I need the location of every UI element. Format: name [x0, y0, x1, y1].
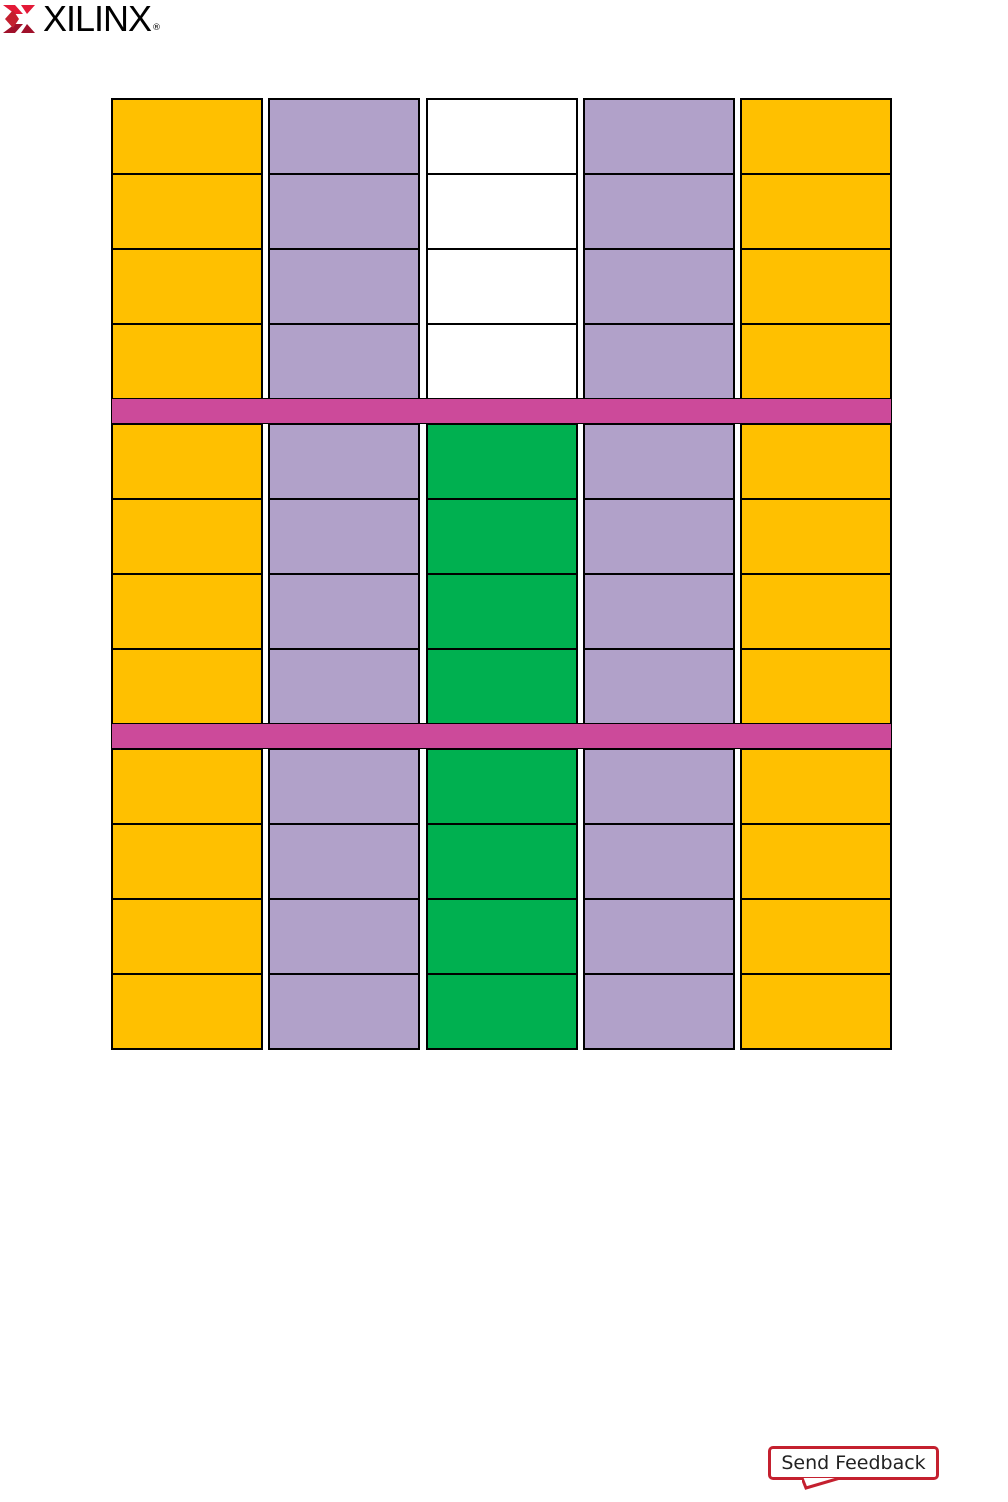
diagram-cell	[740, 498, 892, 575]
diagram-cell	[111, 898, 263, 975]
diagram-cell	[268, 173, 420, 250]
diagram-cell	[268, 498, 420, 575]
diagram-cell	[268, 423, 420, 500]
diagram-cell	[111, 498, 263, 575]
diagram-cell	[583, 648, 735, 725]
diagram-cell	[426, 748, 578, 825]
diagram-cell	[740, 648, 892, 725]
diagram-cell	[268, 648, 420, 725]
diagram-cell	[740, 323, 892, 400]
diagram-cell	[740, 748, 892, 825]
diagram-cell	[426, 573, 578, 650]
diagram-cell	[740, 423, 892, 500]
diagram-cell	[268, 248, 420, 325]
diagram-cell	[268, 748, 420, 825]
separator-bar	[111, 398, 892, 424]
diagram-cell	[583, 323, 735, 400]
diagram-cell	[583, 423, 735, 500]
xilinx-logo-text: XILINX	[43, 0, 152, 39]
diagram-cell	[111, 973, 263, 1050]
diagram-cell	[740, 823, 892, 900]
diagram-cell	[111, 323, 263, 400]
diagram-cell	[740, 573, 892, 650]
registered-mark: ®	[152, 23, 162, 33]
diagram-cell	[426, 648, 578, 725]
diagram-cell	[268, 973, 420, 1050]
diagram-cell	[740, 248, 892, 325]
diagram-cell	[583, 98, 735, 175]
diagram-cell	[111, 573, 263, 650]
diagram-cell	[268, 323, 420, 400]
diagram-cell	[740, 898, 892, 975]
diagram-cell	[111, 823, 263, 900]
diagram-cell	[426, 973, 578, 1050]
diagram-cell	[740, 973, 892, 1050]
diagram-cell	[426, 823, 578, 900]
send-feedback-button[interactable]: Send Feedback	[768, 1446, 939, 1480]
diagram-cell	[111, 98, 263, 175]
diagram-cell	[583, 973, 735, 1050]
diagram-cell	[426, 98, 578, 175]
xilinx-logo-mark-icon	[3, 5, 35, 33]
diagram-cell	[111, 648, 263, 725]
diagram-cell	[583, 573, 735, 650]
diagram-cell	[583, 898, 735, 975]
separator-bar	[111, 723, 892, 749]
diagram-cell	[268, 573, 420, 650]
diagram-cell	[268, 823, 420, 900]
diagram-cell	[426, 248, 578, 325]
diagram-cell	[111, 248, 263, 325]
diagram-cell	[583, 823, 735, 900]
diagram-cell	[740, 173, 892, 250]
diagram-cell	[111, 423, 263, 500]
diagram-cell	[426, 498, 578, 575]
diagram-cell	[426, 173, 578, 250]
diagram-cell	[268, 898, 420, 975]
diagram-cell	[583, 248, 735, 325]
diagram-cell	[583, 173, 735, 250]
diagram-cell	[583, 748, 735, 825]
diagram-cell	[111, 748, 263, 825]
diagram-cell	[426, 323, 578, 400]
speech-bubble-tail-icon	[802, 1477, 841, 1490]
diagram-cell	[426, 898, 578, 975]
diagram-cell	[111, 173, 263, 250]
xilinx-logo: XILINX ®	[3, 0, 162, 39]
diagram-cell	[268, 98, 420, 175]
diagram-cell	[583, 498, 735, 575]
diagram-cell	[740, 98, 892, 175]
diagram-cell	[426, 423, 578, 500]
